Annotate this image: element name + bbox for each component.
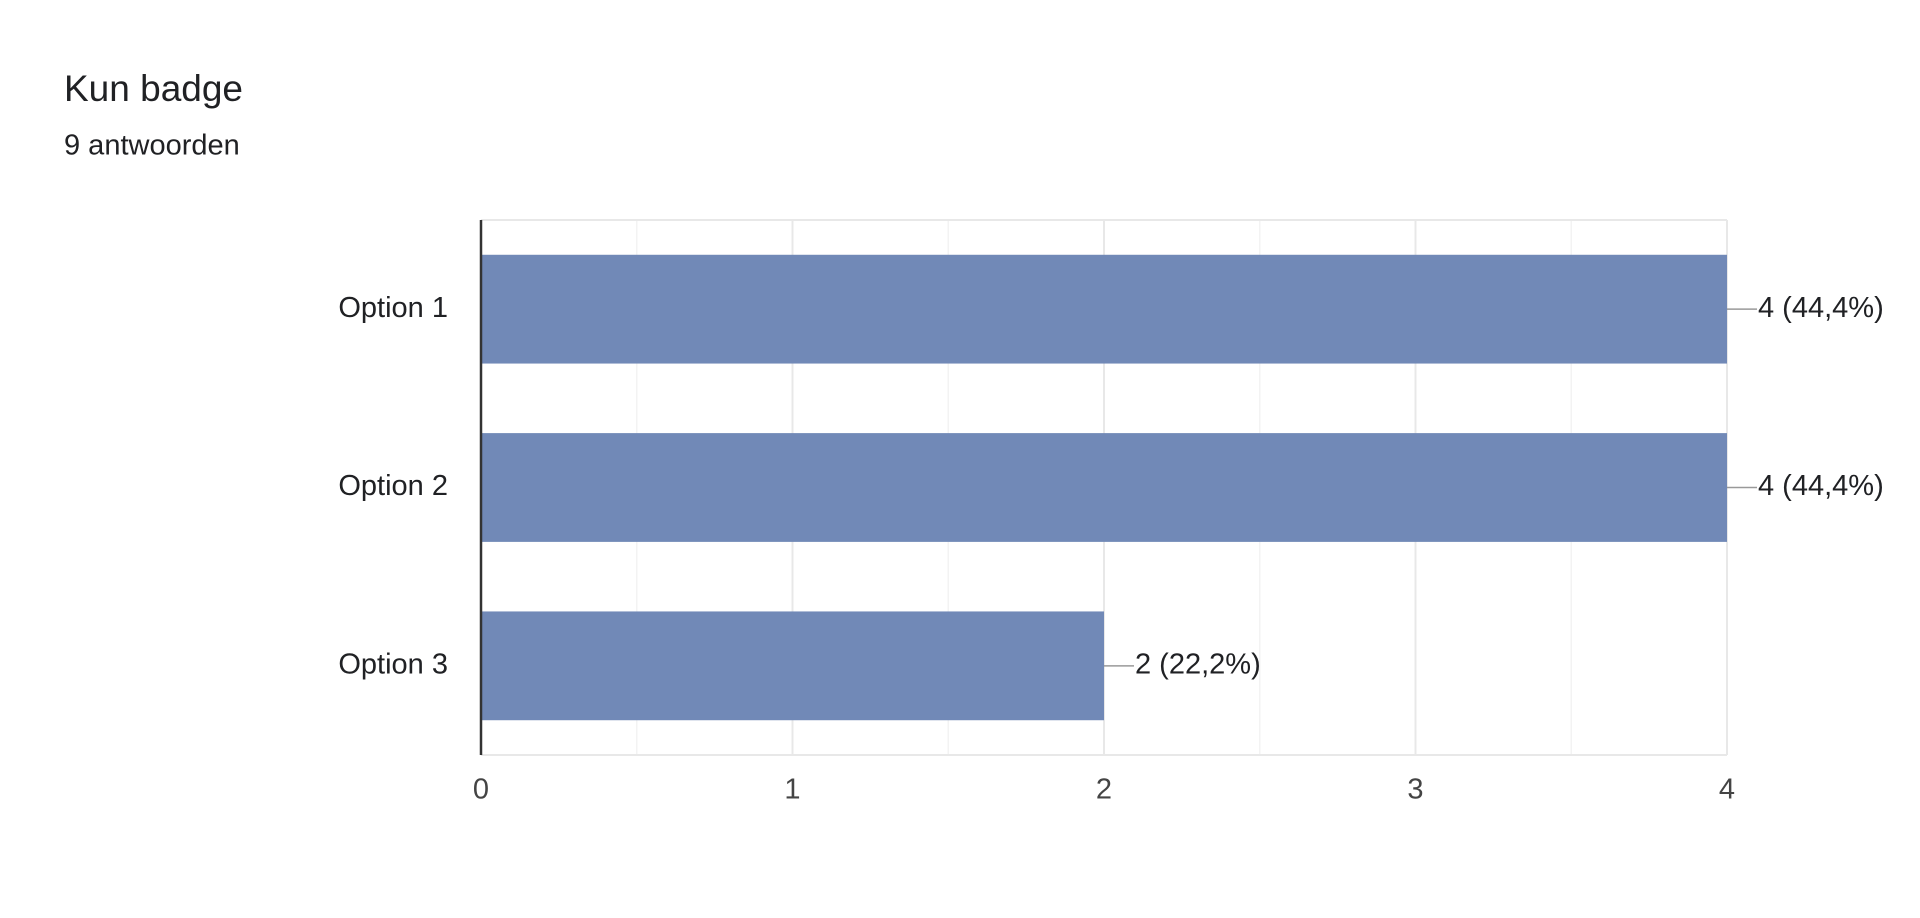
value-label: 4 (44,4%): [1758, 470, 1884, 502]
bar: [481, 611, 1104, 721]
x-tick-label: 4: [1719, 774, 1735, 806]
bar: [481, 254, 1727, 364]
value-label: 2 (22,2%): [1135, 648, 1261, 680]
bar: [481, 433, 1727, 542]
y-tick-label: Option 2: [338, 470, 448, 502]
x-tick-label: 3: [1407, 774, 1423, 806]
y-tick-label: Option 3: [338, 648, 448, 680]
value-label: 4 (44,4%): [1758, 292, 1884, 324]
chart-subtitle: 9 antwoorden: [64, 130, 240, 162]
x-tick-label: 2: [1096, 774, 1112, 806]
chart-title: Kun badge: [64, 68, 243, 109]
y-tick-label: Option 1: [338, 292, 448, 324]
x-tick-label: 1: [784, 774, 800, 806]
x-tick-label: 0: [473, 774, 489, 806]
